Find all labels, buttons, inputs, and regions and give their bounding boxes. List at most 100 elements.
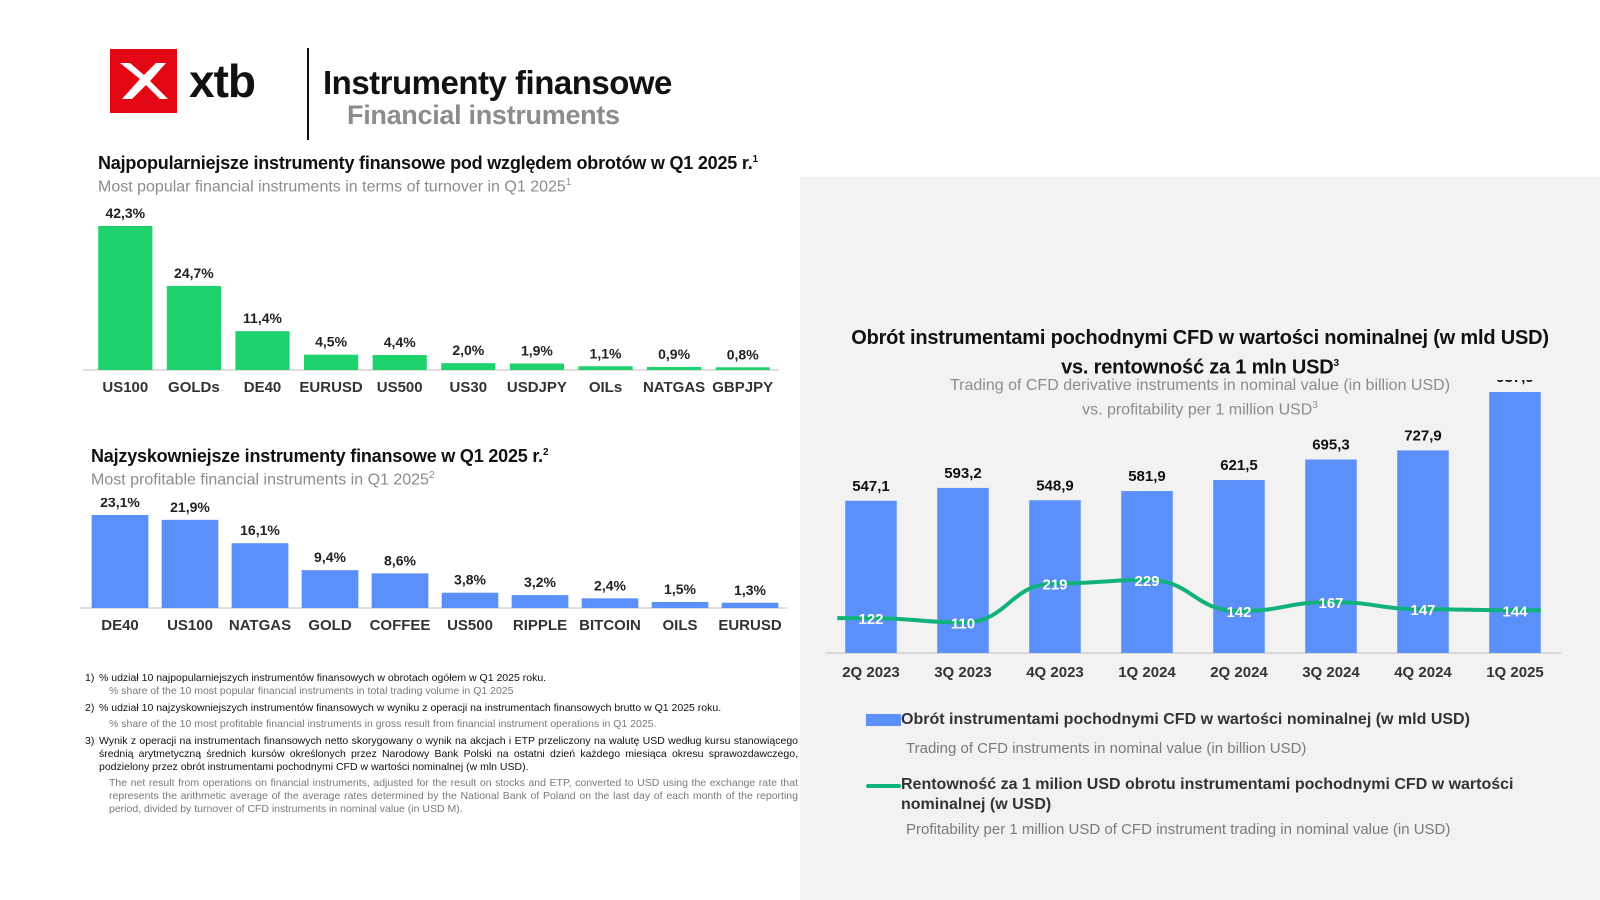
line-data-label: 167 xyxy=(1318,595,1343,612)
category-label: USDJPY xyxy=(507,379,567,396)
category-label: 4Q 2024 xyxy=(1394,664,1452,681)
bar-data-label: 547,1 xyxy=(852,478,890,495)
data-label: 4,5% xyxy=(315,334,347,350)
data-label: 2,4% xyxy=(594,577,626,593)
category-label: EURUSD xyxy=(718,617,782,634)
category-label: COFFEE xyxy=(370,617,431,634)
data-label: 24,7% xyxy=(174,265,214,281)
category-label: 1Q 2024 xyxy=(1118,664,1176,681)
bar-ripple xyxy=(511,595,569,608)
data-label: 23,1% xyxy=(100,498,140,510)
line-data-label: 219 xyxy=(1042,577,1067,594)
popular-instruments-chart: 42,3% US100 24,7% GOLDs 11,4% DE40 4,5% EURUSD 4… xyxy=(83,205,779,396)
bar-de40 xyxy=(235,331,290,370)
data-label: 0,8% xyxy=(727,346,759,362)
category-label: 3Q 2024 xyxy=(1302,664,1360,681)
data-label: 3,2% xyxy=(524,574,556,590)
category-label: US500 xyxy=(377,379,423,396)
category-label: US30 xyxy=(450,379,488,396)
legend-line-sublabel: Profitability per 1 million USD of CFD i… xyxy=(906,821,1451,838)
cfd-chart-title: Obrót instrumentami pochodnymi CFD w war… xyxy=(851,327,1549,379)
bar-data-label: 727,9 xyxy=(1404,427,1442,444)
page-title: Instrumenty finansowe xyxy=(323,64,672,101)
category-label: DE40 xyxy=(101,617,139,634)
category-label: OILs xyxy=(589,379,622,396)
bar-turnover xyxy=(1029,500,1081,653)
legend-bar-label: Obrót instrumentami pochodnymi CFD w war… xyxy=(901,711,1470,728)
footnotes: 1)% udział 10 najpopularniejszych instru… xyxy=(85,672,798,816)
cfd-chart-panel xyxy=(800,177,1600,900)
x-logo-icon xyxy=(120,63,168,99)
bar-data-label: 937,9 xyxy=(1496,380,1534,386)
bar-eurusd xyxy=(304,354,359,370)
category-label: US100 xyxy=(102,379,148,396)
footnote-1: 1)% udział 10 najpopularniejszych instru… xyxy=(85,672,547,697)
data-label: 1,9% xyxy=(521,343,553,359)
profitable-chart-title: Najzyskowniejsze instrumenty finansowe w… xyxy=(91,446,549,466)
bar-data-label: 621,5 xyxy=(1220,457,1258,474)
category-label: 3Q 2023 xyxy=(934,664,992,681)
bar-turnover xyxy=(1121,491,1173,653)
bar-gold xyxy=(301,570,359,608)
profitability-line xyxy=(837,577,1541,625)
data-label: 8,6% xyxy=(384,552,416,568)
data-label: 4,4% xyxy=(384,334,416,350)
bar-bitcoin xyxy=(581,598,639,608)
category-label: 2Q 2023 xyxy=(842,664,900,681)
popular-chart-title: Najpopularniejsze instrumenty finansowe … xyxy=(98,153,758,173)
bar-turnover xyxy=(1213,480,1265,653)
legend-bar-swatch xyxy=(866,714,901,726)
profitable-chart-subtitle: Most profitable financial instruments in… xyxy=(91,470,435,489)
category-label: EURUSD xyxy=(299,379,363,396)
bar-natgas xyxy=(647,366,702,370)
line-data-label: 142 xyxy=(1226,604,1251,621)
legend-line-swatch xyxy=(866,784,901,788)
data-label: 1,5% xyxy=(664,581,696,597)
data-label: 2,0% xyxy=(452,342,484,358)
category-label: GOLD xyxy=(308,617,351,634)
category-label: US500 xyxy=(447,617,493,634)
bar-us500 xyxy=(372,355,427,370)
bar-us100 xyxy=(98,226,153,370)
bar-eurusd xyxy=(721,602,779,608)
bar-data-label: 593,2 xyxy=(944,465,982,482)
line-data-label: 144 xyxy=(1502,603,1528,620)
bar-us30 xyxy=(441,363,496,370)
bar-turnover xyxy=(937,487,989,653)
legend-bar-sublabel: Trading of CFD instruments in nominal va… xyxy=(906,740,1307,757)
legend-line-label: Rentowność za 1 milion USD obrotu instru… xyxy=(901,776,1514,813)
bar-oils xyxy=(651,601,709,608)
category-label: GOLDs xyxy=(168,379,220,396)
category-label: NATGAS xyxy=(643,379,705,396)
bar-data-label: 581,9 xyxy=(1128,468,1166,485)
category-label: DE40 xyxy=(244,379,282,396)
cfd-turnover-profitability-chart: 547,1 2Q 2023 593,2 3Q 2023 548,9 4Q 2023 581,… xyxy=(825,380,1561,681)
legend-line: Rentowność za 1 milion USD obrotu instru… xyxy=(866,775,1566,838)
bar-turnover xyxy=(845,500,897,653)
xtb-logo-text: xtb xyxy=(189,55,256,107)
category-label: 2Q 2024 xyxy=(1210,664,1268,681)
category-label: GBPJPY xyxy=(712,379,773,396)
data-label: 11,4% xyxy=(243,310,282,326)
line-data-label: 122 xyxy=(858,611,883,628)
page-subtitle: Financial instruments xyxy=(347,100,620,130)
category-label: 4Q 2023 xyxy=(1026,664,1084,681)
footnote-3: 3) Wynik z operacji na instrumentach fina… xyxy=(85,735,798,815)
cfd-chart-subtitle: Trading of CFD derivative instruments in… xyxy=(949,377,1451,419)
line-data-label: 147 xyxy=(1410,602,1435,619)
bar-data-label: 695,3 xyxy=(1312,437,1350,454)
category-label: 1Q 2025 xyxy=(1486,664,1544,681)
profitable-instruments-chart: 23,1% DE40 21,9% US100 16,1% NATGAS 9,4% GOLD 8,… xyxy=(80,498,787,634)
bar-golds xyxy=(166,285,221,370)
bar-turnover xyxy=(1397,450,1449,653)
line-data-label: 229 xyxy=(1134,573,1159,590)
header-divider xyxy=(307,48,309,140)
category-label: BITCOIN xyxy=(579,617,641,634)
data-label: 9,4% xyxy=(314,549,346,565)
bar-data-label: 548,9 xyxy=(1036,477,1074,494)
bar-usdjpy xyxy=(509,363,564,370)
xtb-logo-mark xyxy=(110,49,177,113)
category-label: NATGAS xyxy=(229,617,291,634)
bar-us100 xyxy=(161,519,219,608)
bar-gbpjpy xyxy=(715,367,770,370)
